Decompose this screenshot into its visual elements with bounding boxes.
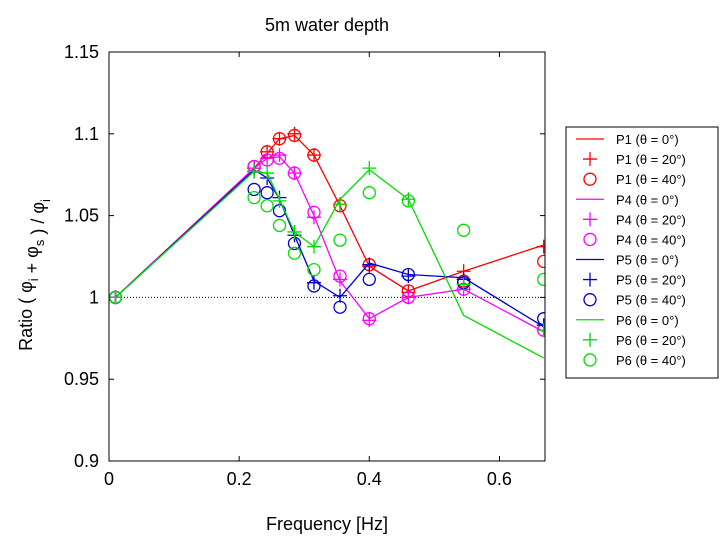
circle-marker bbox=[272, 151, 287, 165]
legend-label: P5 (θ = 20°) bbox=[616, 273, 686, 288]
y-tick-label: 1 bbox=[89, 287, 99, 307]
circle-marker bbox=[401, 290, 415, 305]
legend-label: P5 (θ = 0°) bbox=[616, 253, 679, 268]
y-tick-label: 0.9 bbox=[74, 451, 99, 471]
circle-marker bbox=[401, 267, 415, 282]
y-tick-label: 1.1 bbox=[74, 124, 99, 144]
series-line bbox=[115, 168, 545, 359]
circle-marker bbox=[287, 128, 302, 143]
circle-marker bbox=[333, 233, 347, 247]
legend-circle-swatch bbox=[583, 293, 597, 307]
plus-marker bbox=[456, 277, 471, 292]
x-tick-label: 0 bbox=[104, 469, 114, 489]
legend-circle-swatch bbox=[583, 172, 597, 186]
plus-marker bbox=[272, 193, 287, 208]
plus-marker bbox=[306, 210, 321, 225]
circle-marker bbox=[333, 300, 347, 314]
plus-marker bbox=[287, 224, 302, 239]
plus-marker bbox=[109, 290, 123, 305]
legend-label: P6 (θ = 0°) bbox=[616, 313, 679, 328]
plus-marker bbox=[306, 148, 321, 163]
plus-marker bbox=[333, 197, 348, 212]
legend-plus-swatch bbox=[583, 272, 597, 287]
legend-label: P4 (θ = 20°) bbox=[616, 212, 686, 227]
plus-marker bbox=[401, 290, 416, 305]
y-tick-label: 1.05 bbox=[64, 206, 99, 226]
series-line bbox=[115, 168, 545, 328]
plus-marker bbox=[247, 164, 262, 179]
circle-marker bbox=[333, 269, 347, 283]
data-layer bbox=[109, 126, 545, 359]
legend-plus-swatch bbox=[583, 212, 597, 227]
circle-marker bbox=[109, 290, 123, 305]
plus-marker bbox=[536, 239, 545, 254]
legend: P1 (θ = 0°) P1 (θ = 20°) P1 (θ = 40°) P4 (θ… bbox=[565, 126, 719, 379]
legend-label: P5 (θ = 40°) bbox=[616, 293, 686, 308]
circle-marker bbox=[307, 205, 321, 219]
legend-plus-swatch bbox=[583, 332, 597, 347]
legend-label: P1 (θ = 40°) bbox=[616, 172, 686, 187]
circle-marker bbox=[457, 223, 471, 237]
legend-box bbox=[565, 126, 719, 379]
legend-label: P1 (θ = 0°) bbox=[616, 132, 679, 147]
legend-label: P4 (θ = 0°) bbox=[616, 192, 679, 207]
series-line bbox=[115, 156, 545, 333]
y-tick-label: 1.15 bbox=[64, 42, 99, 62]
y-tick-label: 0.95 bbox=[64, 369, 99, 389]
circle-marker bbox=[260, 199, 274, 213]
circle-marker bbox=[260, 186, 274, 200]
y-axis-label: Ratio ( φi + φs ) / φi bbox=[16, 199, 53, 351]
circle-marker bbox=[401, 194, 415, 208]
circle-marker bbox=[362, 186, 376, 200]
legend-label: P1 (θ = 20°) bbox=[616, 152, 686, 167]
circle-marker bbox=[247, 190, 261, 205]
plot-area: 0 0.2 0.4 0.6 0.9 0.95 1 1.05 1.1 1.15 bbox=[64, 42, 546, 489]
circle-marker bbox=[537, 272, 545, 287]
legend-circle-swatch bbox=[583, 353, 597, 367]
plus-marker bbox=[536, 323, 545, 338]
legend-label: P6 (θ = 20°) bbox=[616, 333, 686, 348]
circle-marker bbox=[537, 254, 545, 269]
circle-marker bbox=[362, 312, 376, 326]
plus-marker bbox=[287, 166, 302, 181]
circle-marker bbox=[307, 148, 321, 162]
series-line bbox=[115, 134, 544, 298]
circle-marker bbox=[272, 132, 287, 146]
circle-marker bbox=[307, 279, 321, 293]
legend-circle-swatch bbox=[583, 232, 597, 247]
plus-marker bbox=[272, 131, 287, 146]
circle-marker bbox=[272, 218, 287, 233]
plus-marker bbox=[333, 288, 348, 303]
x-tick-label: 0.6 bbox=[487, 469, 512, 489]
circle-marker bbox=[362, 272, 376, 287]
plus-marker bbox=[362, 161, 377, 176]
circle-marker bbox=[287, 246, 302, 260]
x-tick-label: 0.2 bbox=[227, 469, 252, 489]
legend-label: P4 (θ = 40°) bbox=[616, 232, 686, 247]
plus-marker bbox=[306, 239, 321, 254]
circle-marker bbox=[247, 182, 261, 197]
plus-marker bbox=[362, 257, 377, 272]
legend-plus-swatch bbox=[583, 152, 597, 167]
x-tick-label: 0.4 bbox=[357, 469, 382, 489]
x-axis-label: Frequency [Hz] bbox=[266, 514, 388, 534]
plus-marker bbox=[260, 166, 275, 181]
legend-label: P6 (θ = 40°) bbox=[616, 353, 686, 368]
chart-title: 5m water depth bbox=[265, 15, 389, 35]
circle-marker bbox=[287, 166, 302, 180]
circle-marker bbox=[307, 262, 321, 277]
axes-box bbox=[108, 51, 546, 462]
